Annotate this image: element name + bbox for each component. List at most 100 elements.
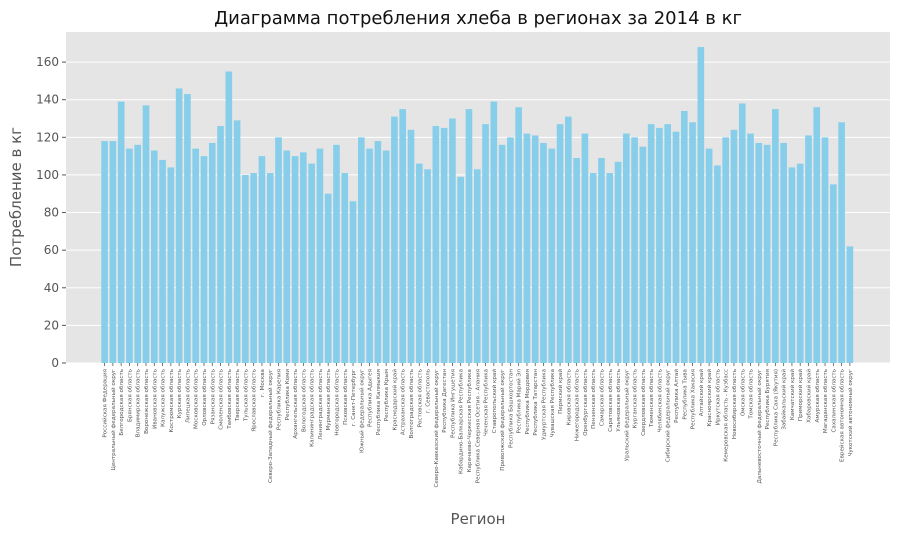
x-tick-label: Томская область [749,369,755,420]
bar [556,124,564,364]
x-tick-label: Нижегородская область [575,369,581,441]
x-tick-label: Новгородская область [334,369,340,436]
x-tick-label: Республика Дагестан [442,369,448,433]
x-tick-label: г. Москва [260,369,266,397]
x-tick-label: Республика Крым [384,369,390,421]
bar [275,137,282,363]
x-tick-label: Приволжский федеральный округ [499,369,506,471]
bar [482,124,489,364]
x-tick-label: Республика Марий Эл [516,369,523,434]
x-tick-label: Белгородская область [119,369,125,436]
bar [780,142,787,363]
bar [266,173,274,363]
bar [308,163,315,363]
x-tick-label: Кабардино-Балкарская Республика [459,369,465,474]
x-tick-label: Забайкальский край [781,369,788,430]
x-tick-label: Камчатский край [789,369,796,420]
x-tick-label: Тульская область [243,369,249,422]
x-tick-label: Самарская область [599,369,605,426]
bar [639,146,647,363]
bar [175,88,183,364]
x-tick-label: Калининградская область [310,369,316,447]
x-tick-label: Республика Тыва [682,369,688,420]
bar [449,118,456,363]
x-tick-label: Ульяновская область [616,369,622,432]
x-tick-label: Республика Хакасия [691,369,697,429]
x-tick-label: Брянская область [127,369,133,422]
bar [242,174,249,363]
bar [440,127,448,363]
bar [531,135,539,363]
x-tick-label: Дальневосточный федеральный округ [756,369,763,484]
bar [623,133,630,363]
x-tick-label: Московская область [194,369,200,429]
x-tick-label: Волгоградская область [409,369,415,439]
x-tick-label: Псковская область [343,369,349,425]
bar [788,167,796,363]
x-tick-label: Орловская область [202,369,208,426]
bars [101,47,854,364]
x-tick-label: Карачаево-Черкесская Республика [467,369,473,472]
bar [490,101,498,363]
bar [680,110,688,364]
bar [846,246,854,363]
bar [821,137,829,363]
bar [473,169,481,363]
bar [399,109,407,363]
x-tick-label: Республика Адыгея [368,369,374,427]
bar [689,122,696,364]
bar [415,163,423,363]
bar [722,137,729,363]
x-tick-label: Кировская область [566,369,572,425]
bar [598,158,605,363]
x-tick-label: Северо-Кавказский федеральный округ [433,369,440,488]
bar [672,131,680,363]
bar [631,137,638,363]
x-tick-label: Ростовская область [417,369,423,427]
bar [432,126,440,363]
bar [258,156,266,364]
x-tick-label: Республика Коми [285,369,291,421]
bar [374,141,382,363]
bar [283,150,291,363]
x-tick-label: Приморский край [797,369,804,421]
bar [573,158,580,363]
bar [142,105,150,363]
y-tick-label: 100 [36,168,59,182]
x-tick-label: Республика Башкортостан [508,369,514,448]
bar [515,107,522,363]
x-tick-label: Уральский федеральный округ [623,369,630,461]
x-tick-label: Пензенская область [591,369,597,429]
bar [291,156,299,364]
x-tick-label: Тюменская область [649,369,655,428]
bar [540,142,547,363]
x-tick-label: Сибирский федеральный округ [665,369,672,462]
bar [349,201,357,363]
x-tick-label: Курганская область [633,369,639,428]
bar [747,133,754,363]
x-tick-label: Тверская область [235,369,241,422]
x-tick-label: Тамбовская область [227,369,233,430]
bar [159,159,166,363]
bar [208,142,216,363]
x-tick-label: Костромская область [169,369,175,432]
x-axis-ticks: Российская Федерация Центральный федераль… [102,363,854,488]
x-tick-label: Удмуртская Республика [542,369,548,440]
x-tick-label: Ленинградская область [318,369,324,440]
bar [225,71,233,364]
bar [813,107,821,363]
bar [664,124,672,364]
x-tick-label: Чукотский автономный округ [847,369,854,457]
bar [697,47,705,364]
bar [606,173,614,363]
x-tick-label: г. Санкт-Петербург [351,369,357,426]
x-tick-label: Челябинская область [657,369,663,433]
bar [358,137,365,363]
bar [424,169,431,363]
x-tick-label: Новосибирская область [732,369,738,439]
y-axis-ticks: 0 20 40 60 80 100 120 140 160 [36,55,66,370]
y-tick-label: 40 [44,281,59,295]
x-tick-label: Северо-Западный федеральный округ [267,369,274,483]
bar [730,129,738,363]
x-tick-label: Чеченская Республика [484,369,490,436]
